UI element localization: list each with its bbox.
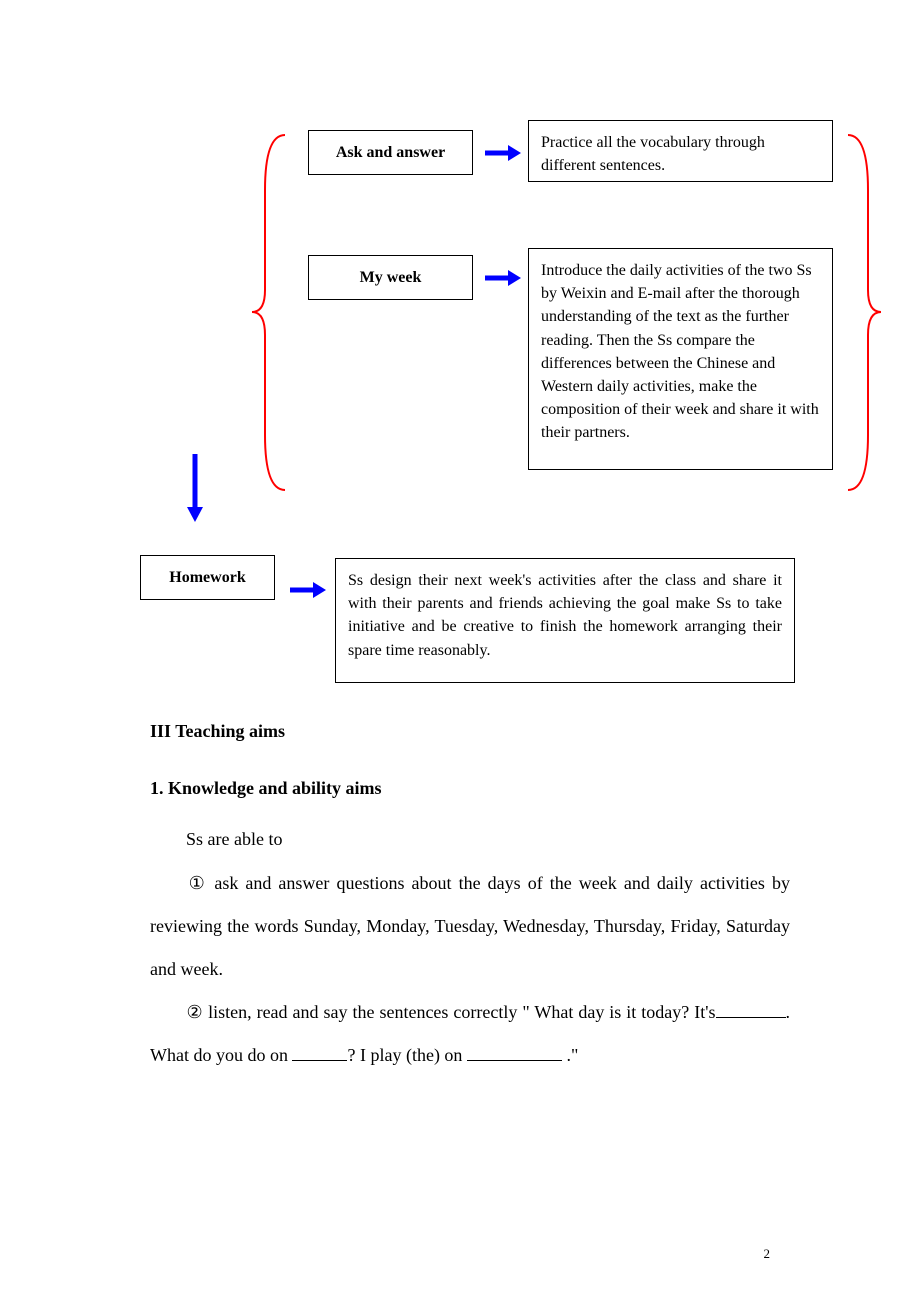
para-item-2: ② listen, read and say the sentences cor… <box>150 991 790 1077</box>
heading-knowledge-aims: 1. Knowledge and ability aims <box>150 767 790 810</box>
line-intro: Ss are able to <box>150 818 790 861</box>
blank-1 <box>716 998 786 1018</box>
blank-2 <box>292 1042 347 1062</box>
blank-3 <box>467 1042 562 1062</box>
desc-text: Practice all the vocabulary through diff… <box>541 134 765 174</box>
para-item-1: ① ask and answer questions about the day… <box>150 862 790 992</box>
right-bracket <box>843 130 885 495</box>
arrow-icon <box>483 143 523 163</box>
body-text-section: III Teaching aims 1. Knowledge and abili… <box>150 710 790 1078</box>
text-span: ② listen, read and say the sentences cor… <box>186 1002 716 1022</box>
desc-homework: Ss design their next week's activities a… <box>335 558 795 683</box>
node-ask-and-answer: Ask and answer <box>308 130 473 175</box>
text-span: ? I play (the) on <box>347 1045 466 1065</box>
text-span: ." <box>562 1045 578 1065</box>
node-homework: Homework <box>140 555 275 600</box>
node-label: My week <box>360 269 422 287</box>
desc-text: Introduce the daily activities of the tw… <box>541 262 819 441</box>
desc-my-week: Introduce the daily activities of the tw… <box>528 248 833 470</box>
page-number: 2 <box>764 1246 771 1262</box>
desc-ask-and-answer: Practice all the vocabulary through diff… <box>528 120 833 182</box>
node-my-week: My week <box>308 255 473 300</box>
heading-teaching-aims: III Teaching aims <box>150 710 790 753</box>
node-label: Homework <box>169 569 245 587</box>
left-bracket <box>250 130 290 495</box>
text-span: ① ask and answer questions about the day… <box>150 873 790 979</box>
node-label: Ask and answer <box>336 144 445 162</box>
arrow-down-icon <box>185 452 205 524</box>
arrow-icon <box>288 580 328 600</box>
text-span: Ss are able to <box>186 829 282 849</box>
desc-text: Ss design their next week's activities a… <box>348 572 782 659</box>
arrow-icon <box>483 268 523 288</box>
